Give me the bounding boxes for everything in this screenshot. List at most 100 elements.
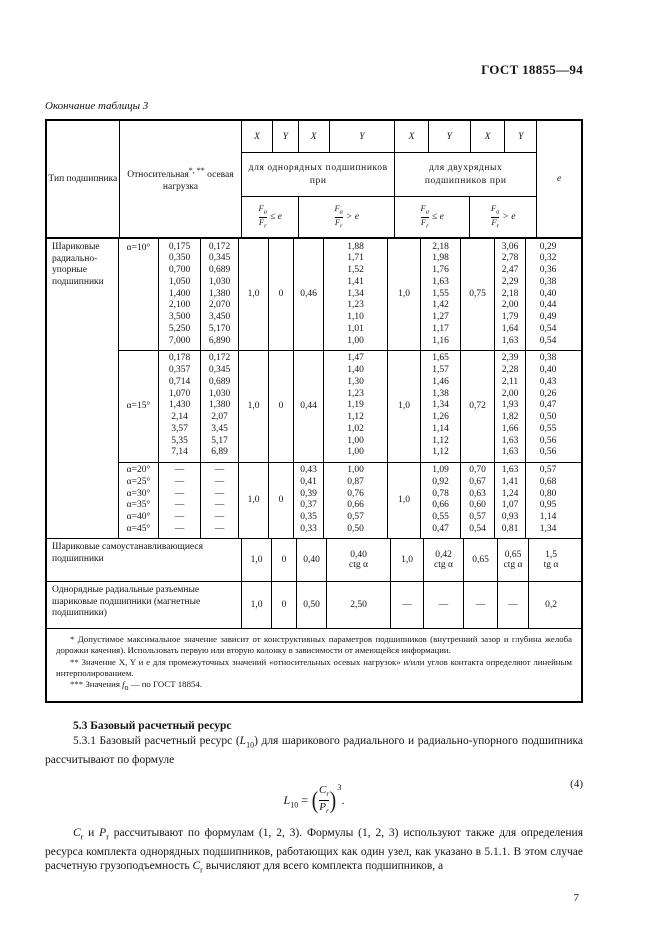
load-footnote-marks: *, **: [188, 165, 205, 175]
frac-num: Cr: [318, 784, 330, 799]
x-double-gt: 0,65: [464, 539, 498, 581]
bearing-type-cell: Шариковые радиально-упорные подшипники: [47, 239, 119, 538]
table-cell: —: [214, 465, 225, 475]
table-cell: —: [214, 523, 225, 534]
table-caption: Окончание таблицы 3: [45, 100, 149, 112]
load-label-pre: Относительная: [127, 170, 189, 181]
table-cell: 0,175: [168, 241, 191, 252]
table-cell: 0,700: [168, 265, 191, 275]
table-cell: 0,63: [469, 488, 486, 499]
alpha-20-45-block: α=20° α=25° α=30° α=35° α=40° α=45° — — — — — — — —…: [119, 462, 581, 539]
table-cell: 0,49: [539, 312, 557, 322]
cell-value: 1,0: [398, 289, 410, 300]
e-col: 1,5 tg α: [543, 549, 559, 571]
table-cell: 1,34: [347, 288, 364, 299]
header-y: Y: [330, 121, 396, 152]
table-cell: 1,030: [208, 276, 231, 287]
table-cell: 0,43: [539, 376, 557, 387]
frac-den: Fr: [491, 216, 500, 230]
cell-value: 1,0: [398, 401, 410, 412]
table-cell: 0,345: [208, 253, 231, 264]
table-cell: 1,64: [501, 323, 519, 334]
table-cell: 1,30: [347, 376, 364, 387]
equals-sign: =: [298, 792, 311, 807]
alpha-15-block: α=15° 0,178 0,357 0,714 1,070 1,430 2,14 3,57 5…: [119, 350, 581, 463]
table-cell: 2,100: [168, 300, 191, 311]
alpha-10-block: α=10° 0,175 0,350 0,700 1,050 1,400 2,100 3,50…: [119, 239, 581, 351]
table-cell: 0,70: [469, 465, 486, 475]
alpha-col: α=20° α=25° α=30° α=35° α=40° α=45°: [119, 462, 159, 538]
table-cell: 1,38: [432, 388, 449, 399]
table-cell: 0,172: [208, 353, 231, 364]
paragraph-text: и: [83, 826, 100, 839]
header-y: Y: [518, 131, 524, 142]
table-cell: 0,54: [469, 523, 486, 534]
table-cell: 1,34: [432, 400, 449, 411]
y-double-le: —: [424, 582, 464, 628]
table-cell: 1,63: [501, 465, 519, 475]
fo-subscript: о: [124, 682, 129, 692]
table-cell: 1,01: [347, 323, 364, 334]
e-col: 0,57 0,68 0,80 0,95 1,14 1,34: [526, 463, 570, 539]
table-cell: 1,66: [501, 423, 519, 434]
e-col: 0,38 0,40 0,43 0,26 0,47 0,50 0,55 0,56 0,56: [526, 351, 570, 462]
cell-value: 0,46: [300, 289, 317, 300]
table-cell: 1,070: [168, 388, 191, 399]
table-cell: 0,66: [347, 500, 364, 511]
y-double-gt: —: [498, 582, 529, 628]
table-cell: 1,76: [432, 265, 449, 275]
table-cell: 0,26: [539, 388, 557, 399]
pr-subscript: r: [106, 832, 109, 842]
table-cell: 2,18: [501, 288, 519, 299]
header-cond-gt: Fa Fr > e: [299, 197, 396, 237]
table-cell: —: [174, 488, 185, 499]
fo-symbol: f: [122, 679, 125, 690]
header-group-row: для однорядных подшипников при для двухр…: [242, 153, 537, 197]
table-cell: 1,10: [347, 312, 364, 322]
table-cell: 1,42: [432, 300, 449, 311]
load-col-1: 0,175 0,350 0,700 1,050 1,400 2,100 3,500 5,250…: [159, 239, 201, 350]
equation-number: (4): [570, 777, 583, 790]
cell-value: 1,0: [247, 401, 260, 412]
footnote-text: Значение X, Y и e для промежуточных знач…: [56, 656, 572, 678]
table-cell: 1,400: [168, 288, 191, 299]
table-cell: —: [214, 476, 225, 487]
table-cell: 0,43: [300, 465, 317, 475]
footnote-text: — по ГОСТ 18854.: [128, 679, 202, 690]
table-cell: α=35°: [126, 500, 151, 511]
frac-den: Pr: [319, 800, 329, 816]
table-cell: 0,57: [469, 512, 486, 522]
table-cell: 5,170: [208, 323, 231, 334]
y-single-gt: 1,47 1,40 1,30 1,23 1,19 1,12 1,02 1,00 1,00: [324, 350, 388, 462]
table-cell: 1,27: [432, 312, 449, 322]
table-cell: 2,11: [501, 376, 519, 387]
cr-subscript: r: [80, 832, 84, 842]
table-cell: 0,689: [208, 265, 231, 275]
x-single-gt: 0,44: [294, 350, 324, 462]
table-cell: 3,06: [501, 241, 519, 252]
header-condition-row: Fa Fr ≤ e Fa Fr > e Fa Fr ≤ e Fa Fr > e: [242, 197, 536, 237]
self-aligning-row: Шариковые самоустанавливающиеся подшипни…: [47, 539, 581, 582]
header-x: X: [471, 121, 506, 152]
y-double-gt: 1,63 1,41 1,24 1,07 0,93 0,81: [495, 462, 526, 538]
table-cell: 2,78: [501, 253, 519, 264]
table-cell: 1,050: [168, 276, 191, 287]
y-single-le: 0: [269, 239, 294, 350]
x-single-le: 1,0: [239, 239, 269, 350]
table-cell: 1,14: [539, 512, 557, 522]
header-e-column: e: [536, 121, 581, 237]
table-cell: 6,89: [211, 447, 228, 458]
table-cell: 3,500: [168, 312, 191, 322]
table-cell: 0,93: [501, 512, 519, 522]
formula-lhs-sub: 10: [290, 800, 299, 810]
table-cell: 5,250: [168, 323, 191, 334]
table-cell: 0,56: [539, 447, 557, 458]
table-cell: —: [174, 512, 185, 522]
cell-value: 0: [278, 495, 284, 506]
table-cell: 0,33: [300, 523, 317, 534]
table-cell: 0,56: [539, 435, 557, 446]
table-cell: 2,070: [208, 300, 231, 311]
table-cell: 0,50: [347, 523, 364, 534]
y-double-le: 1,09 0,92 0,78 0,66 0,55 0,47: [421, 462, 461, 538]
cr-subscript: r: [200, 865, 203, 875]
